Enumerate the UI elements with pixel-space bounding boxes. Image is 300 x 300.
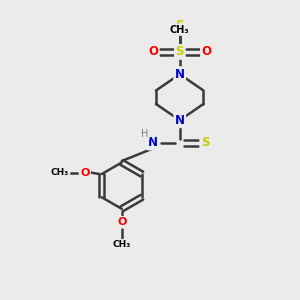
Text: N: N [175, 114, 185, 127]
Text: CH₃: CH₃ [51, 168, 69, 177]
Text: O: O [80, 168, 89, 178]
Text: N: N [175, 68, 185, 81]
Text: O: O [148, 45, 158, 58]
Text: O: O [117, 217, 127, 227]
Text: CH₃: CH₃ [170, 25, 190, 34]
Text: S: S [201, 136, 209, 149]
Text: O: O [202, 45, 212, 58]
Text: S: S [176, 45, 184, 58]
Text: N: N [148, 136, 158, 149]
Text: S: S [176, 19, 184, 32]
Text: H: H [141, 129, 148, 139]
Text: CH₃: CH₃ [112, 240, 131, 249]
